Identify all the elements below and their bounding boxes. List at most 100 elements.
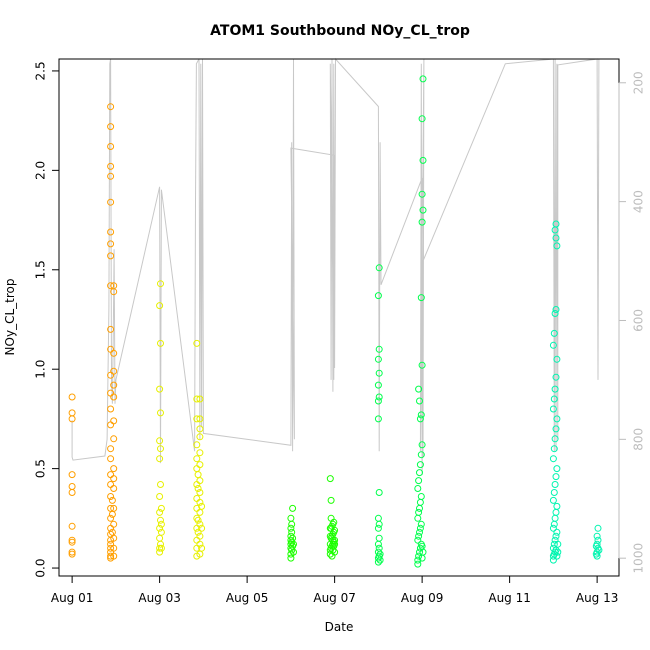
data-point: [374, 381, 382, 389]
data-point: [193, 481, 201, 488]
data-point: [287, 554, 295, 562]
data-point: [416, 397, 423, 405]
series-3: [156, 280, 165, 556]
data-point: [415, 552, 423, 560]
data-point: [196, 498, 204, 506]
data-point: [416, 415, 424, 423]
data-point: [374, 292, 382, 300]
data-point: [157, 520, 165, 528]
data-point: [68, 548, 76, 556]
data-point: [374, 524, 382, 532]
data-point: [418, 361, 426, 369]
data-point: [194, 485, 202, 492]
data-point: [196, 508, 204, 516]
data-point: [110, 282, 118, 290]
y-tick-label: 0.0: [34, 558, 48, 577]
data-point: [551, 435, 559, 443]
data-point: [196, 425, 204, 433]
series-4: [193, 339, 206, 560]
data-point: [157, 516, 164, 524]
data-point: [198, 544, 206, 552]
data-point: [552, 306, 560, 313]
y2-tick-label: 600: [632, 309, 646, 332]
chart-title: ATOM1 Southbound NOy_CL_trop: [210, 23, 470, 39]
data-point: [416, 469, 423, 477]
data-point: [287, 514, 295, 522]
data-point: [375, 345, 383, 353]
data-point: [156, 524, 164, 532]
data-point: [157, 528, 165, 536]
data-point: [68, 536, 76, 544]
data-point: [193, 395, 201, 403]
data-point: [416, 524, 424, 532]
data-point: [196, 415, 204, 423]
data-point: [331, 540, 339, 548]
data-point: [550, 395, 558, 403]
x-tick-label: Aug 05: [226, 591, 269, 605]
data-point: [196, 477, 204, 485]
x-tick-label: Aug 07: [313, 591, 356, 605]
data-point: [416, 461, 424, 469]
data-point: [107, 198, 115, 206]
data-point: [414, 556, 422, 564]
points-layer: [68, 75, 603, 568]
data-point: [375, 520, 383, 528]
series-8: [414, 75, 427, 568]
data-point: [198, 524, 206, 532]
data-point: [110, 475, 118, 483]
y-axis: 0.0 0.5 1.0 1.5 2.0 2.5: [34, 61, 60, 578]
series-7: [374, 264, 384, 566]
data-point: [374, 540, 382, 548]
data-point: [375, 369, 383, 377]
data-point: [551, 514, 559, 522]
data-point: [552, 508, 560, 516]
data-point: [193, 465, 201, 473]
data-point: [415, 508, 423, 516]
data-point: [550, 445, 558, 453]
data-point: [290, 548, 297, 556]
y-tick-label: 1.0: [34, 360, 48, 379]
data-point: [417, 411, 425, 419]
y-tick-label: 2.5: [34, 61, 48, 80]
y2-tick-label: 800: [632, 428, 646, 451]
pressure-series-layer: [71, 57, 600, 476]
data-point: [327, 496, 335, 504]
data-point: [110, 465, 118, 473]
data-point: [553, 355, 561, 363]
data-point: [110, 520, 118, 528]
y2-axis: 200 400 600 800 1000: [618, 71, 646, 573]
data-point: [415, 385, 423, 393]
data-point: [419, 206, 427, 214]
data-point: [193, 455, 201, 463]
data-point: [416, 498, 424, 506]
data-point: [196, 395, 204, 403]
data-point: [418, 542, 426, 550]
data-point: [157, 339, 164, 347]
x-axis: Aug 01 Aug 03 Aug 05 Aug 07 Aug 09 Aug 11 Aug …: [51, 575, 618, 605]
data-point: [417, 451, 425, 459]
data-point: [107, 240, 115, 248]
data-point: [156, 508, 164, 516]
data-point: [415, 477, 423, 485]
data-point: [374, 397, 382, 405]
data-point: [194, 528, 202, 536]
data-point: [68, 550, 76, 558]
plot-frame: [58, 58, 620, 577]
data-point: [416, 528, 423, 536]
data-point: [196, 532, 204, 540]
data-point: [68, 471, 76, 479]
data-point: [196, 461, 204, 469]
data-point: [107, 282, 115, 290]
data-point: [326, 475, 334, 483]
y2-tick-label: 200: [632, 71, 646, 94]
data-point: [107, 252, 115, 260]
data-point: [415, 532, 423, 540]
data-point: [107, 172, 115, 180]
data-point: [375, 393, 383, 401]
data-point: [549, 455, 557, 463]
y-tick-label: 1.5: [34, 260, 48, 279]
data-point: [196, 540, 204, 548]
series-9: [549, 220, 562, 564]
data-point: [553, 242, 561, 250]
data-point: [417, 520, 425, 528]
